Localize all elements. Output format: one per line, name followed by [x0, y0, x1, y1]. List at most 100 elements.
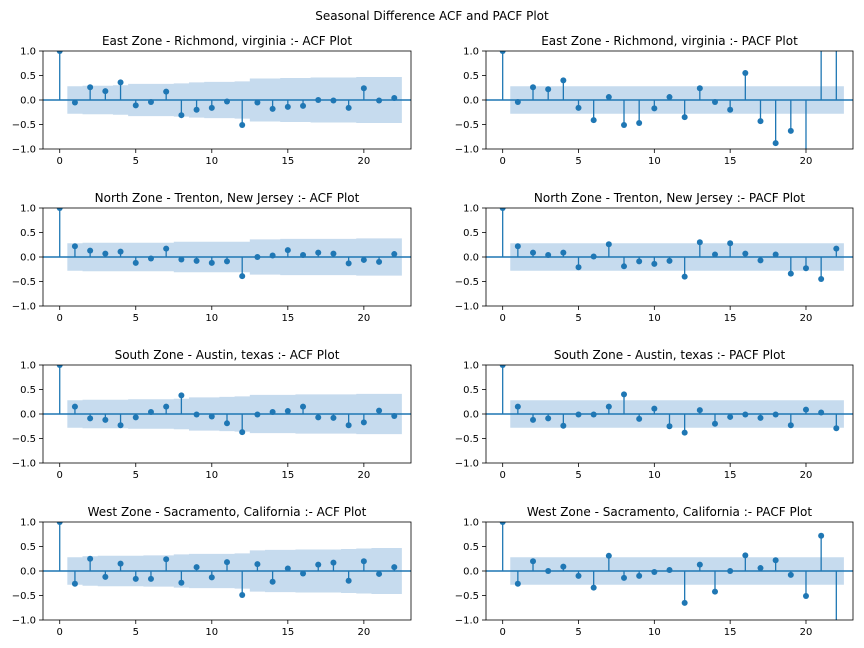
stem-marker — [605, 94, 612, 101]
stem-marker — [681, 429, 688, 436]
plot-area — [486, 208, 853, 283]
stem-marker — [560, 77, 567, 84]
y-tick-label: −1.0 — [12, 302, 36, 313]
stem-marker — [224, 258, 230, 265]
plot-area — [486, 365, 853, 436]
subplot-title: East Zone - Richmond, virginia :- ACF Pl… — [102, 34, 352, 48]
x-tick-label: 15 — [724, 627, 737, 638]
x-tick-label: 20 — [800, 313, 813, 324]
stem-marker — [330, 559, 337, 566]
stem-marker — [284, 103, 291, 110]
y-tick-label: 1.0 — [463, 204, 479, 215]
stem-marker — [208, 413, 215, 420]
x-tick-label: 5 — [575, 627, 581, 638]
plot-area — [43, 208, 411, 280]
subplot-title: North Zone - Trenton, New Jersey :- ACF … — [95, 191, 360, 205]
x-tick-label: 5 — [133, 313, 139, 324]
stem-marker — [590, 117, 597, 124]
stem-marker — [239, 121, 246, 128]
x-tick-label: 20 — [800, 156, 813, 167]
stem-marker — [87, 247, 94, 254]
stem-marker — [163, 245, 170, 252]
stem-marker — [530, 249, 537, 256]
stem-marker — [345, 104, 352, 111]
stem-marker — [757, 414, 764, 421]
stem-marker — [666, 257, 673, 264]
stem-marker — [666, 94, 673, 101]
stem-marker — [87, 415, 94, 422]
stem-marker — [132, 102, 139, 109]
y-tick-label: −0.5 — [455, 591, 479, 602]
stem-marker — [391, 251, 398, 258]
x-tick-label: 5 — [575, 313, 581, 324]
stem-marker — [269, 409, 276, 416]
stem-marker — [651, 105, 658, 112]
stem-marker — [545, 252, 552, 259]
stem-marker — [284, 565, 291, 572]
stem-marker — [742, 552, 749, 559]
stem-marker — [117, 560, 124, 567]
x-tick-label: 10 — [205, 627, 218, 638]
x-tick-label: 10 — [648, 313, 661, 324]
stem-marker — [193, 257, 200, 264]
stem-marker — [787, 422, 794, 429]
stem-marker — [727, 106, 734, 113]
stem-marker — [757, 118, 764, 125]
x-tick-label: 20 — [357, 627, 370, 638]
x-tick-label: 10 — [205, 470, 218, 481]
y-tick-label: −0.5 — [455, 120, 479, 131]
stem-marker — [391, 412, 398, 419]
x-tick-label: 20 — [357, 156, 370, 167]
stem-marker — [499, 365, 506, 368]
stem-marker — [499, 208, 506, 211]
stem-marker — [315, 249, 322, 256]
stem-marker — [163, 88, 170, 95]
y-tick-label: 1.0 — [20, 204, 36, 215]
stem-marker — [163, 403, 170, 410]
stem-marker — [284, 408, 291, 415]
stem-marker — [651, 405, 658, 412]
x-tick-label: 10 — [205, 313, 218, 324]
stem-marker — [575, 104, 582, 111]
stem-marker — [696, 407, 703, 414]
stem-marker — [360, 419, 367, 426]
x-tick-label: 0 — [57, 470, 63, 481]
stem-marker — [833, 425, 840, 432]
stem-marker — [651, 568, 658, 575]
stem-marker — [636, 572, 643, 579]
stem-marker — [254, 561, 261, 568]
stem-marker — [71, 243, 78, 250]
x-tick-label: 0 — [57, 156, 63, 167]
stem-marker — [193, 564, 200, 571]
x-tick-label: 0 — [499, 627, 505, 638]
y-tick-label: 0.0 — [463, 253, 479, 264]
x-tick-label: 15 — [281, 627, 294, 638]
x-tick-label: 0 — [499, 156, 505, 167]
x-tick-label: 20 — [800, 627, 813, 638]
y-tick-label: −0.5 — [12, 434, 36, 445]
stem-marker — [269, 578, 276, 585]
stem-marker — [239, 429, 246, 436]
y-tick-label: 1.0 — [20, 518, 36, 529]
stem-marker — [727, 568, 734, 574]
stem-marker — [117, 79, 124, 86]
x-tick-label: 0 — [499, 313, 505, 324]
stem-marker — [575, 411, 582, 418]
subplot-7: 0 5 10 15 20 −1.0 −0.5 0.0 0.5 1.0 West Zone - Sac… — [12, 505, 412, 638]
stem-marker — [132, 414, 139, 421]
stem-marker — [330, 250, 337, 257]
x-tick-label: 5 — [133, 156, 139, 167]
stem-marker — [787, 571, 794, 578]
stem-marker — [147, 98, 154, 105]
stem-marker — [376, 258, 383, 265]
y-tick-label: −0.5 — [12, 277, 36, 288]
stem-marker — [621, 391, 628, 398]
stem-marker — [193, 106, 200, 113]
stem-marker — [345, 577, 352, 584]
stem-marker — [818, 409, 825, 416]
stem-marker — [178, 579, 185, 586]
stem-marker — [300, 252, 307, 259]
stem-marker — [742, 250, 749, 257]
